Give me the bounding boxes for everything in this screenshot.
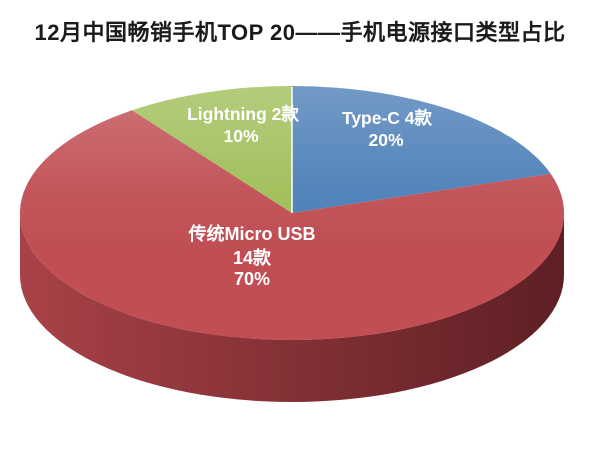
label-micro-usb-percent: 70% [234,269,270,289]
label-micro-usb-name: 传统Micro USB [187,223,315,244]
pie-slice-micro-usb-side [20,213,564,402]
label-type-c-name: Type-C 4款 [342,108,433,128]
label-lightning-percent: 10% [223,126,258,146]
label-lightning-name: Lightning 2款 [187,104,299,124]
label-micro-usb-count: 14款 [233,247,272,268]
pie-labels: Lightning 2款 10% Type-C 4款 20% 传统Micro U… [187,104,432,289]
pie-side-group [20,213,564,402]
label-type-c-percent: 20% [368,130,403,150]
chart-title: 12月中国畅销手机TOP 20——手机电源接口类型占比 [34,20,566,45]
